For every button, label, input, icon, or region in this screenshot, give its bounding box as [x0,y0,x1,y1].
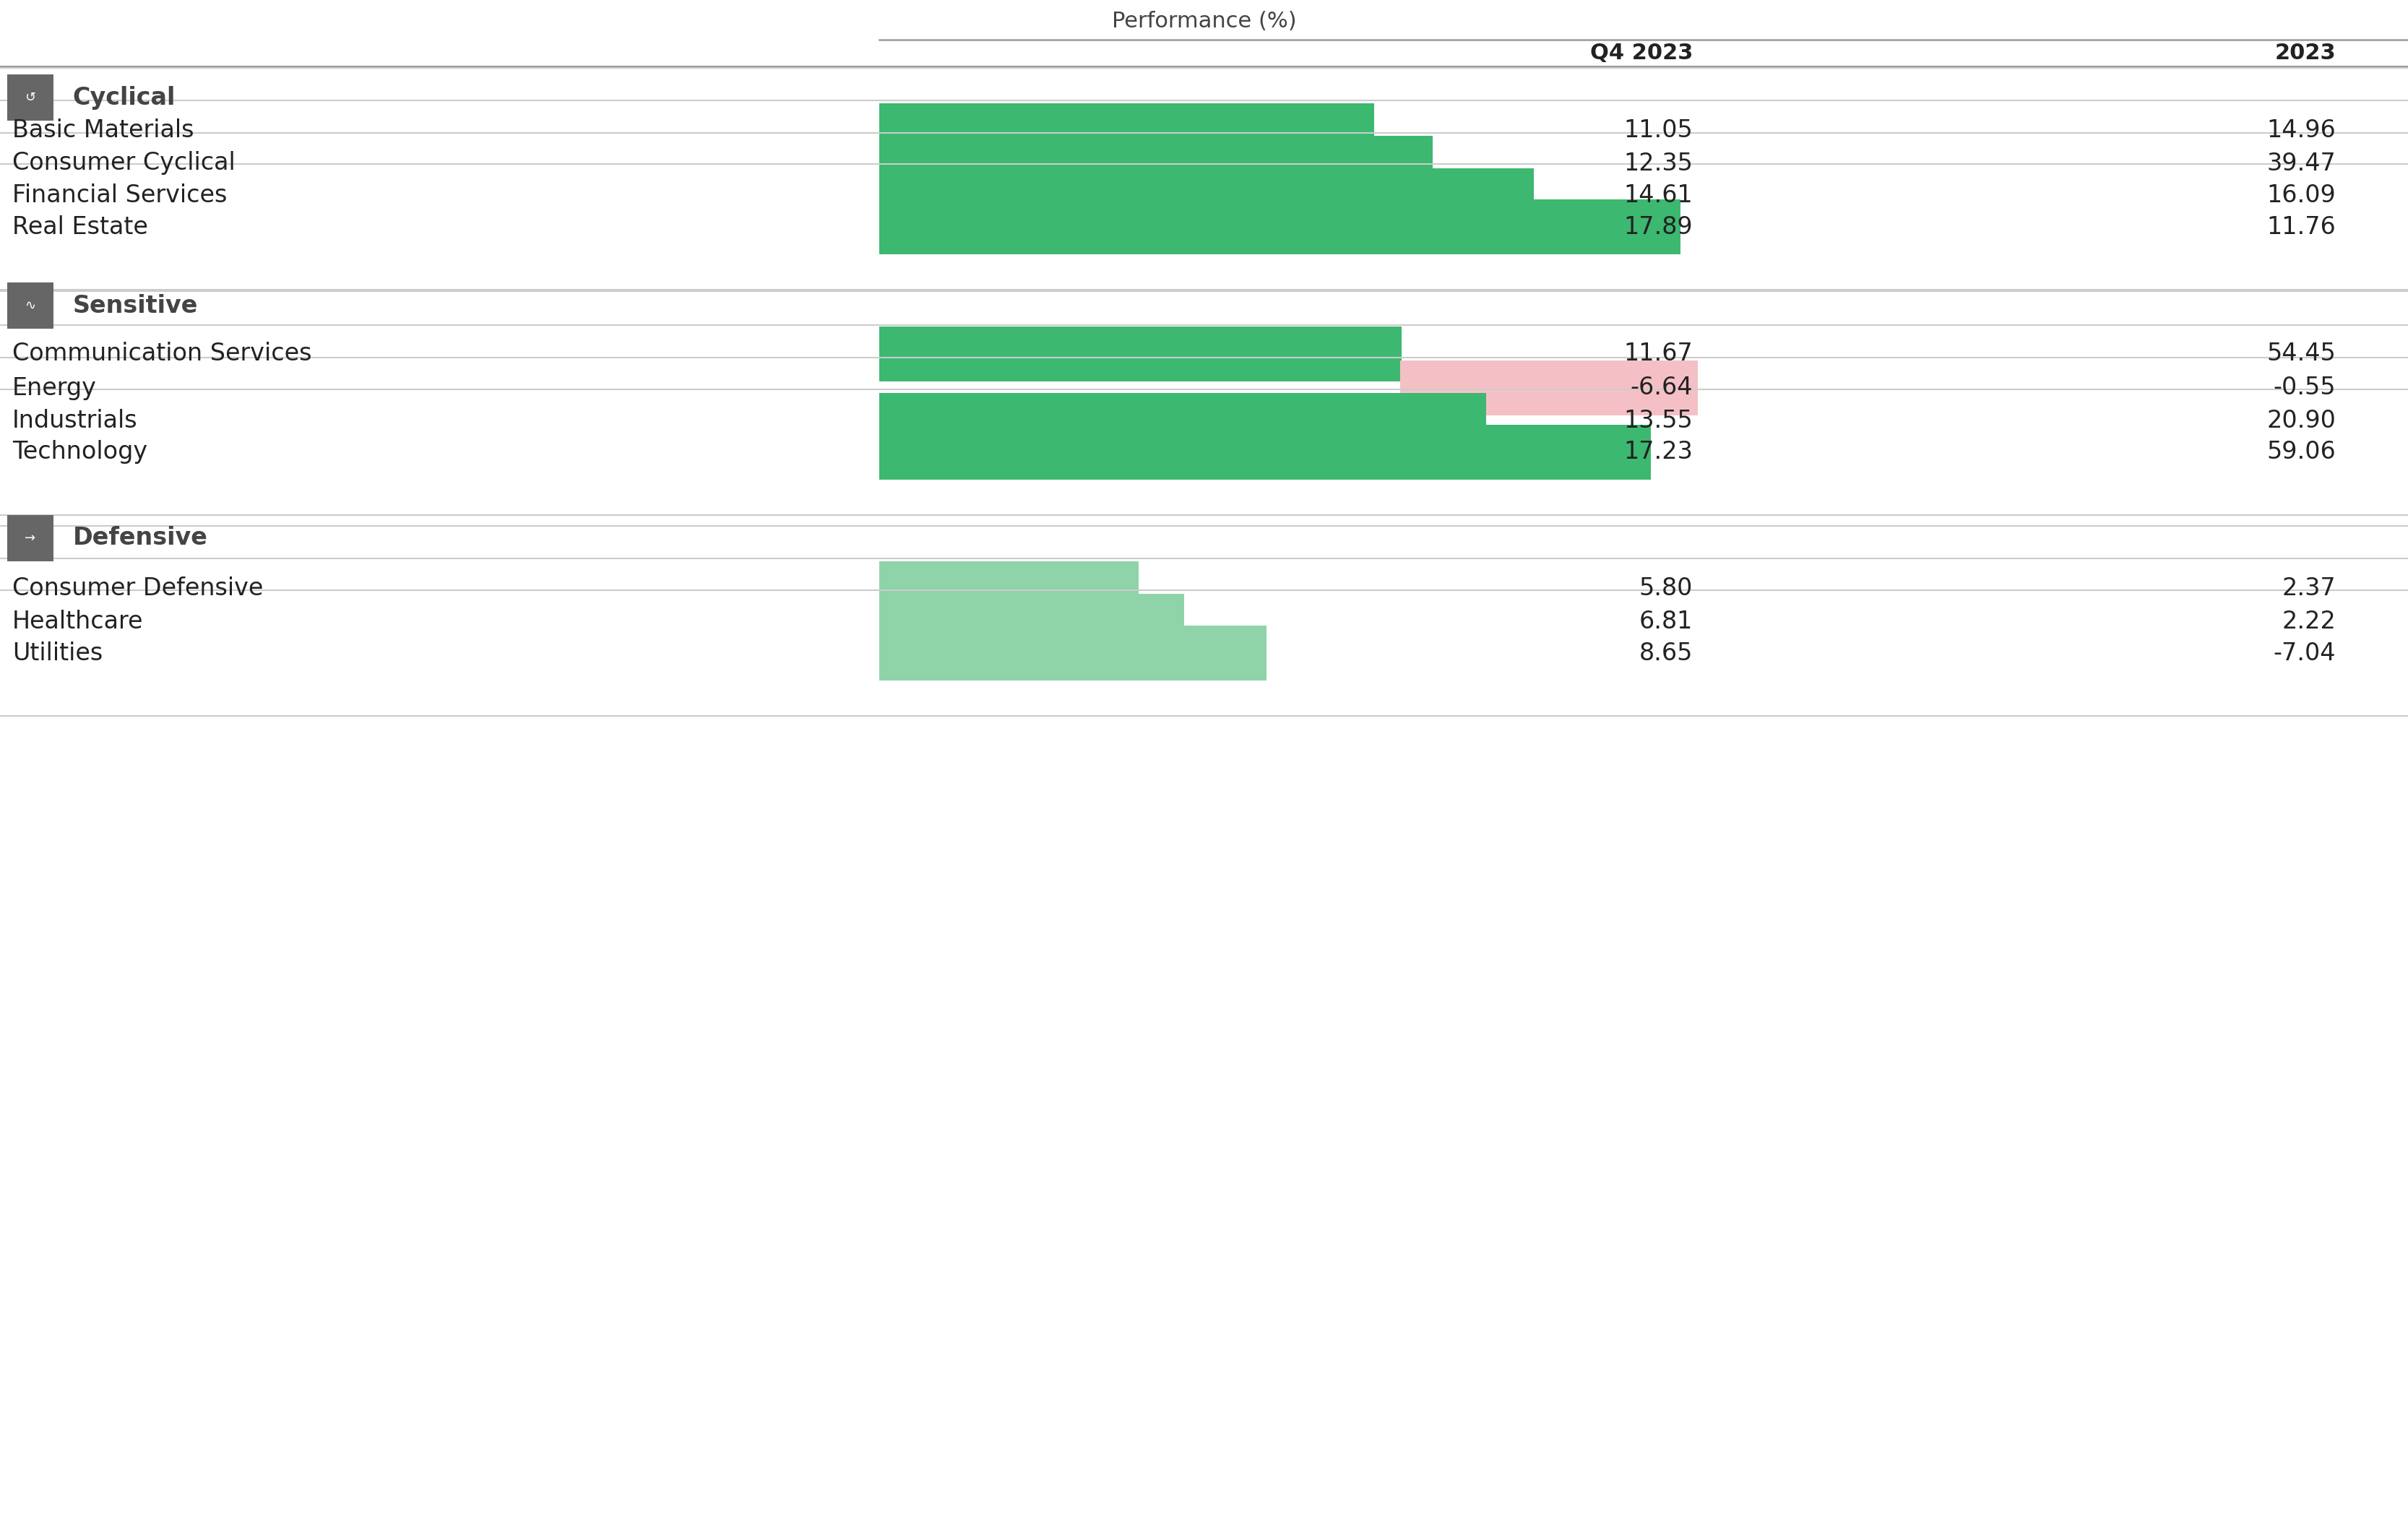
Text: Performance (%): Performance (%) [1112,11,1296,32]
FancyBboxPatch shape [879,135,1433,191]
Text: 59.06: 59.06 [2266,440,2336,464]
Text: 2023: 2023 [2276,42,2336,63]
Text: 14.96: 14.96 [2266,118,2336,143]
Text: 12.35: 12.35 [1623,151,1693,175]
Text: Technology: Technology [12,440,147,464]
Text: 17.23: 17.23 [1623,440,1693,464]
Text: -6.64: -6.64 [1630,375,1693,400]
FancyBboxPatch shape [879,326,1401,381]
FancyBboxPatch shape [879,626,1267,681]
Text: Sensitive: Sensitive [72,294,197,317]
Text: Communication Services: Communication Services [12,341,311,366]
FancyBboxPatch shape [7,283,53,329]
Text: Utilities: Utilities [12,641,104,664]
Text: Defensive: Defensive [72,526,207,551]
Text: 6.81: 6.81 [1640,609,1693,634]
Text: →: → [24,532,36,544]
FancyBboxPatch shape [879,198,1681,254]
Text: ↺: ↺ [24,91,36,105]
Text: 2.37: 2.37 [2283,577,2336,601]
FancyBboxPatch shape [1399,360,1698,415]
Text: Energy: Energy [12,375,96,400]
Text: 2.22: 2.22 [2283,609,2336,634]
Text: 16.09: 16.09 [2266,185,2336,208]
Text: Consumer Cyclical: Consumer Cyclical [12,151,236,175]
Text: -0.55: -0.55 [2273,375,2336,400]
FancyBboxPatch shape [7,515,53,561]
FancyBboxPatch shape [879,424,1652,480]
Text: Basic Materials: Basic Materials [12,118,193,143]
Text: 11.76: 11.76 [2266,215,2336,238]
FancyBboxPatch shape [879,392,1486,448]
Text: ∿: ∿ [24,298,36,312]
Text: 8.65: 8.65 [1640,641,1693,664]
Text: Financial Services: Financial Services [12,185,226,208]
Text: 14.61: 14.61 [1623,185,1693,208]
Text: 5.80: 5.80 [1640,577,1693,601]
FancyBboxPatch shape [879,594,1185,649]
Text: 20.90: 20.90 [2266,409,2336,432]
Text: Q4 2023: Q4 2023 [1589,42,1693,63]
FancyBboxPatch shape [879,561,1139,617]
Text: Healthcare: Healthcare [12,609,142,634]
Text: Real Estate: Real Estate [12,215,147,238]
FancyBboxPatch shape [7,74,53,120]
Text: 11.05: 11.05 [1623,118,1693,143]
Text: Consumer Defensive: Consumer Defensive [12,577,262,601]
Text: Industrials: Industrials [12,409,137,432]
FancyBboxPatch shape [879,168,1534,223]
Text: -7.04: -7.04 [2273,641,2336,664]
Text: 17.89: 17.89 [1623,215,1693,238]
Text: 13.55: 13.55 [1623,409,1693,432]
Text: 39.47: 39.47 [2266,151,2336,175]
FancyBboxPatch shape [879,103,1375,158]
Text: 11.67: 11.67 [1623,341,1693,366]
Text: 54.45: 54.45 [2266,341,2336,366]
Text: Cyclical: Cyclical [72,86,176,109]
